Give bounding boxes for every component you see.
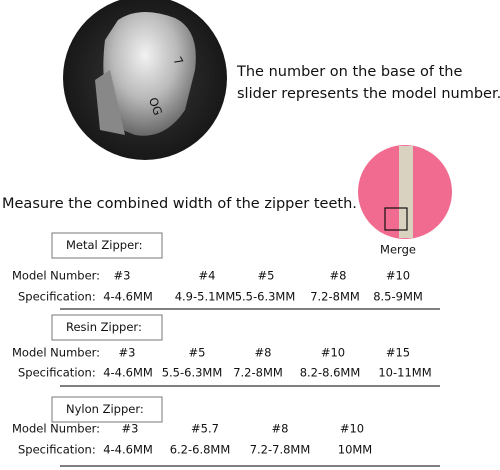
section-box <box>51 232 163 259</box>
section-title: Resin Zipper: <box>66 320 142 334</box>
row-label: Specification: <box>18 366 96 380</box>
model-number: #10 <box>340 422 364 436</box>
section-box <box>51 396 163 423</box>
specification: 7.2-8MM <box>233 366 283 380</box>
model-number: #10 <box>386 269 410 283</box>
row-label: Model Number: <box>12 346 100 360</box>
model-number: #8 <box>330 269 347 283</box>
specification: 8.5-9MM <box>373 290 423 304</box>
model-number: #4 <box>199 269 216 283</box>
specification: 10-11MM <box>378 366 431 380</box>
specification: 10MM <box>338 443 372 457</box>
slider-mark: OG <box>146 95 165 117</box>
merge-label: Merge <box>380 243 416 257</box>
model-number: #3 <box>119 346 136 360</box>
specification: 5.5-6.3MM <box>162 366 223 380</box>
slider-photo: 7 OG <box>63 0 227 160</box>
model-number: #10 <box>321 346 345 360</box>
zipper-photo <box>358 145 452 239</box>
specification: 7.2-8MM <box>310 290 360 304</box>
intro-text: The number on the base of the <box>236 64 462 80</box>
model-number: #15 <box>386 346 410 360</box>
specification: 4-4.6MM <box>103 366 153 380</box>
row-label: Model Number: <box>12 422 100 436</box>
row-label: Specification: <box>18 290 96 304</box>
intro-text: slider represents the model number. <box>237 86 500 102</box>
row-label: Model Number: <box>12 269 100 283</box>
measure-text: Measure the combined width of the zipper… <box>2 196 357 212</box>
section-title: Metal Zipper: <box>66 238 143 252</box>
model-number: #3 <box>114 269 131 283</box>
specification: 8.2-8.6MM <box>300 366 361 380</box>
model-number: #5 <box>258 269 275 283</box>
row-label: Specification: <box>18 443 96 457</box>
specification: 7.2-7.8MM <box>250 443 311 457</box>
model-number: #8 <box>255 346 272 360</box>
specification: 4.9-5.1MM <box>175 290 236 304</box>
section-box <box>51 314 163 341</box>
model-number: #8 <box>272 422 289 436</box>
model-number: #3 <box>122 422 139 436</box>
specification: 6.2-6.8MM <box>170 443 231 457</box>
model-number: #5.7 <box>191 422 219 436</box>
model-number: #5 <box>189 346 206 360</box>
section-title: Nylon Zipper: <box>66 402 144 416</box>
specification: 5.5-6.3MM <box>235 290 296 304</box>
specification: 4-4.6MM <box>103 443 153 457</box>
specification: 4-4.6MM <box>103 290 153 304</box>
